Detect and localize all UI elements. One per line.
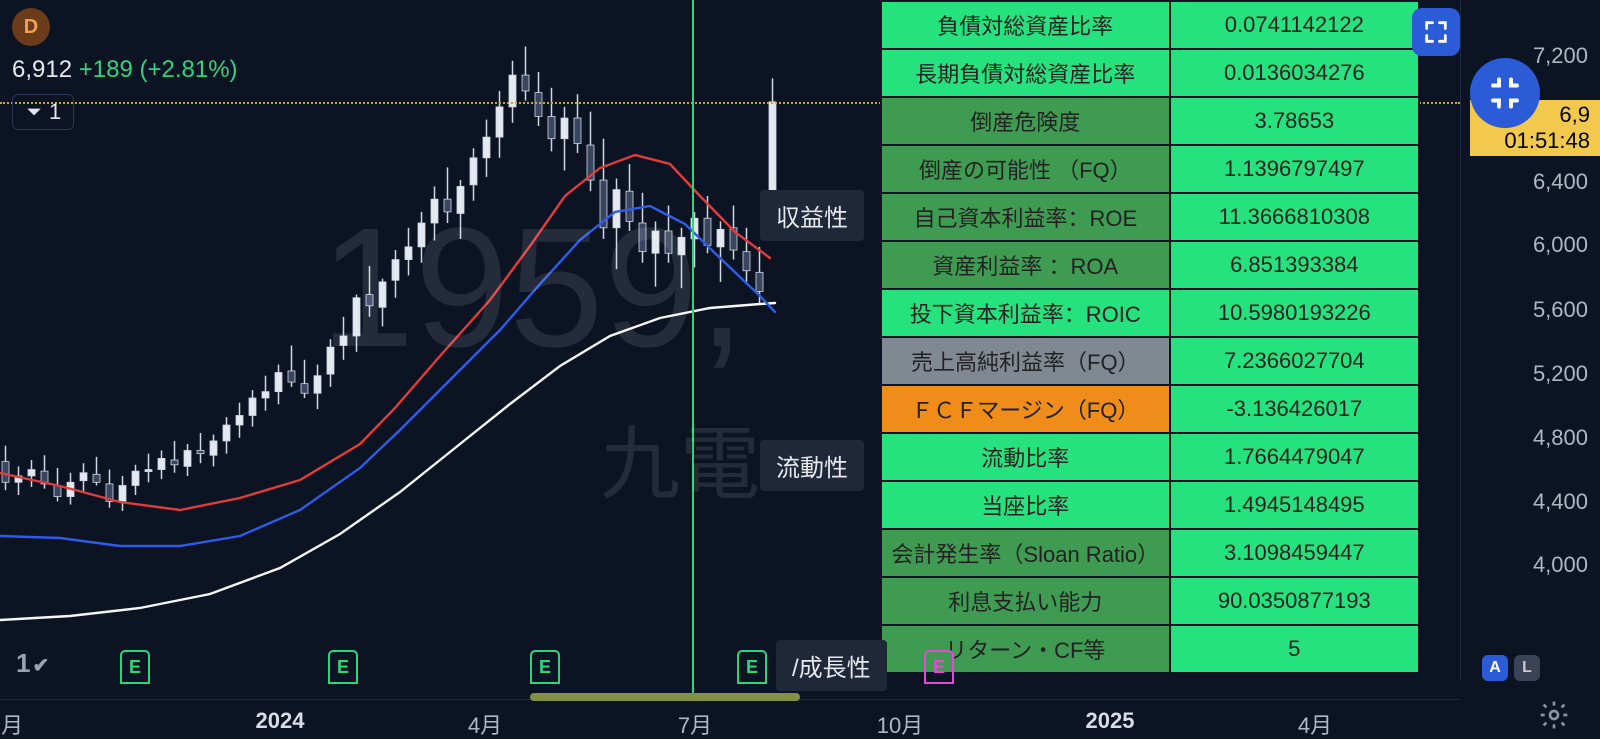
time-tick: 9月 [0, 708, 23, 739]
settings-icon[interactable] [1538, 699, 1570, 731]
table-row: 長期負債対総資産比率0.0136034276 [881, 49, 1419, 97]
metric-label: 倒産危険度 [881, 97, 1170, 145]
table-row: 投下資本利益率：ROIC10.5980193226 [881, 289, 1419, 337]
section-pill: /成長性 [776, 640, 887, 691]
earnings-badge[interactable]: E [924, 650, 954, 684]
time-tick: 7月 [678, 708, 712, 739]
metric-label: ＦＣＦマージン（FQ） [881, 385, 1170, 433]
metrics-table: 負債対総資産比率0.0741142122長期負債対総資産比率0.01360342… [880, 0, 1420, 674]
change-pct: (+2.81%) [139, 56, 237, 83]
metric-label: 長期負債対総資産比率 [881, 49, 1170, 97]
time-tick: 2025 [1086, 708, 1135, 734]
interval-badge[interactable]: D [12, 8, 50, 46]
mode-buttons[interactable]: A L [1482, 655, 1540, 681]
metric-value: 10.5980193226 [1170, 289, 1419, 337]
table-row: ＦＣＦマージン（FQ）-3.136426017 [881, 385, 1419, 433]
table-row: 倒産の可能性 （FQ）1.1396797497 [881, 145, 1419, 193]
price-tick: 6,000 [1533, 232, 1588, 258]
section-pill: 収益性 [760, 190, 864, 241]
metric-label: 負債対総資産比率 [881, 1, 1170, 49]
metric-value: 6.851393384 [1170, 241, 1419, 289]
table-row: 会計発生率（Sloan Ratio）3.1098459447 [881, 529, 1419, 577]
metric-value: 0.0136034276 [1170, 49, 1419, 97]
table-row: 倒産危険度3.78653 [881, 97, 1419, 145]
table-row: リターン・CF等5 [881, 625, 1419, 673]
metric-label: 流動比率 [881, 433, 1170, 481]
metric-label: 会計発生率（Sloan Ratio） [881, 529, 1170, 577]
log-button[interactable]: L [1514, 655, 1540, 681]
earnings-badge[interactable]: E [328, 650, 358, 684]
table-row: 当座比率1.4945148495 [881, 481, 1419, 529]
metric-value: 3.78653 [1170, 97, 1419, 145]
price-tick: 6,400 [1533, 169, 1588, 195]
table-row: 売上高純利益率（FQ）7.2366027704 [881, 337, 1419, 385]
auto-button[interactable]: A [1482, 655, 1508, 681]
metric-label: 資産利益率 ：ROA [881, 241, 1170, 289]
earnings-badge[interactable]: E [737, 650, 767, 684]
table-row: 利息支払い能力90.0350877193 [881, 577, 1419, 625]
time-tick: 2024 [256, 708, 305, 734]
metric-label: 投下資本利益率：ROIC [881, 289, 1170, 337]
metric-value: 5 [1170, 625, 1419, 673]
metric-label: 売上高純利益率（FQ） [881, 337, 1170, 385]
table-row: 負債対総資産比率0.0741142122 [881, 1, 1419, 49]
section-pill: 流動性 [760, 440, 864, 491]
change-abs: +189 [79, 56, 133, 83]
metric-value: -3.136426017 [1170, 385, 1419, 433]
horizontal-scroll-thumb[interactable] [530, 693, 800, 701]
earnings-badge[interactable]: E [120, 650, 150, 684]
metric-value: 1.1396797497 [1170, 145, 1419, 193]
table-row: 流動比率1.7664479047 [881, 433, 1419, 481]
metric-value: 1.4945148495 [1170, 481, 1419, 529]
metric-value: 90.0350877193 [1170, 577, 1419, 625]
last-price: 6,912 [12, 56, 72, 83]
metric-label: 当座比率 [881, 481, 1170, 529]
timeframe-dropdown[interactable]: 1 [12, 94, 74, 130]
time-axis[interactable]: 9月 2024 4月 7月 10月 2025 4月 [0, 699, 1460, 739]
metric-value: 11.3666810308 [1170, 193, 1419, 241]
price-tick: 5,200 [1533, 361, 1588, 387]
metric-value: 0.0741142122 [1170, 1, 1419, 49]
price-tick: 4,400 [1533, 489, 1588, 515]
price-tick: 5,600 [1533, 297, 1588, 323]
earnings-badge[interactable]: E [530, 650, 560, 684]
price-tick: 4,800 [1533, 425, 1588, 451]
time-tick: 4月 [1298, 708, 1332, 739]
metric-value: 1.7664479047 [1170, 433, 1419, 481]
metric-value: 7.2366027704 [1170, 337, 1419, 385]
metric-label: 利息支払い能力 [881, 577, 1170, 625]
collapse-button[interactable] [1470, 58, 1540, 128]
time-tick: 10月 [877, 708, 923, 739]
metric-value: 3.1098459447 [1170, 529, 1419, 577]
time-tick: 4月 [468, 708, 502, 739]
metric-label: 倒産の可能性 （FQ） [881, 145, 1170, 193]
table-row: 資産利益率 ：ROA6.851393384 [881, 241, 1419, 289]
fullscreen-button[interactable] [1412, 8, 1460, 56]
timeframe-value: 1 [49, 99, 61, 125]
price-tick: 7,200 [1533, 43, 1588, 69]
quote-line: 6,912 +189 (+2.81%) [12, 56, 238, 84]
price-tick: 4,000 [1533, 552, 1588, 578]
time-cursor[interactable] [692, 0, 694, 699]
table-row: 自己資本利益率：ROE11.3666810308 [881, 193, 1419, 241]
metric-label: 自己資本利益率：ROE [881, 193, 1170, 241]
tradingview-logo: 1✔ [16, 648, 51, 679]
